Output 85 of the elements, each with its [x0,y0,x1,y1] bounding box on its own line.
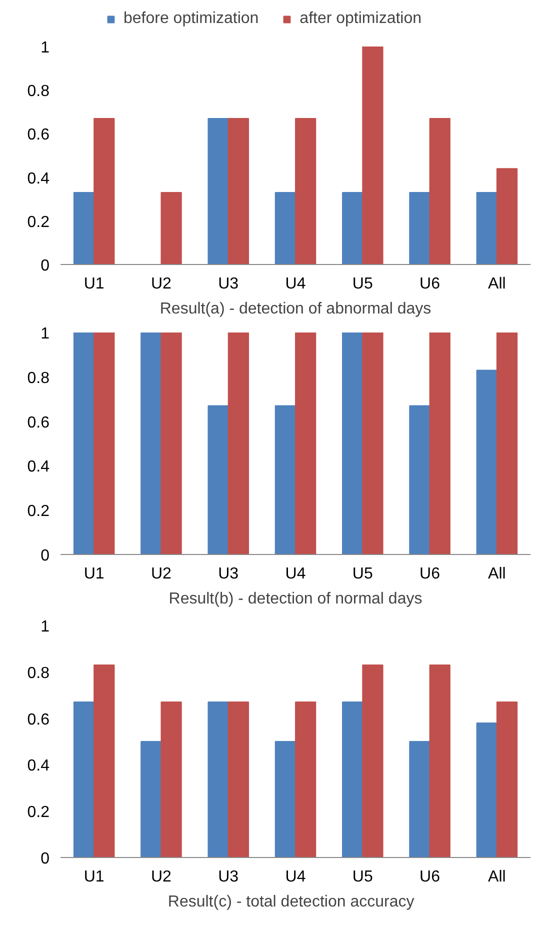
x-tick-label: U2 [150,868,172,886]
y-tick-label: 0.8 [27,664,50,682]
bar [429,118,450,264]
bar [476,370,498,554]
bar [140,741,162,858]
x-tick-label: U4 [285,868,306,886]
x-tick-label: U6 [420,566,440,582]
x-axis-title: Result(a) - detection of abnormal days [160,300,432,318]
x-tick-label: U6 [420,276,440,292]
y-tick-label: 0.6 [27,711,50,728]
bar [94,118,115,264]
x-axis-title: Result(b) - detection of normal days [168,590,422,608]
x-tick-label: U3 [218,566,239,582]
y-tick-label: 0 [40,548,50,564]
bar [496,332,518,554]
y-tick-label: 0.4 [27,170,50,188]
y-tick-label: 0.2 [27,804,50,822]
bar [274,192,296,264]
x-tick-label: U6 [420,868,440,886]
y-tick-label: 0.4 [27,758,50,775]
bar [208,118,229,264]
y-tick-label: 0.6 [27,414,50,432]
x-tick-label: U5 [352,868,373,886]
y-tick-label: 0.6 [27,126,50,144]
y-tick-label: 0.8 [27,83,50,100]
bar [160,332,182,554]
bar [274,741,296,858]
x-tick-label: U3 [218,276,239,292]
x-tick-label: U3 [218,868,239,886]
bar [362,332,384,554]
x-tick-label: U1 [84,868,104,886]
bar [73,702,95,858]
bar [228,702,249,858]
legend-label: after optimization [300,10,422,28]
bar [342,702,364,858]
bar [140,332,162,554]
y-tick-label: 0.4 [27,458,50,476]
y-tick-label: 1 [40,326,50,342]
bar [362,664,384,858]
bar [496,168,518,264]
bar [409,405,430,554]
bar [342,192,364,264]
bar [73,332,95,554]
y-tick-label: 1 [40,618,50,636]
x-tick-label: U1 [84,276,104,292]
bar [342,332,364,554]
bar [73,192,95,264]
bar [476,192,498,264]
y-tick-label: 0.8 [27,370,50,387]
x-tick-label: All [488,566,506,582]
y-tick-label: 0 [40,850,50,868]
legend-label: before optimization [123,10,259,28]
bar [94,664,115,858]
bar [208,702,229,858]
bar [496,702,518,858]
bar [295,702,316,858]
bar [228,332,249,554]
y-tick-label: 1 [40,40,50,56]
y-tick-label: 0.2 [27,214,50,231]
bar [160,192,182,264]
y-tick-label: 0 [40,258,50,274]
y-tick-label: 0.2 [27,503,50,520]
x-tick-label: U2 [150,276,172,292]
x-tick-label: All [488,868,506,886]
bar [295,118,316,264]
x-tick-label: U5 [352,566,373,582]
bar [409,192,430,264]
bar [429,664,450,858]
x-tick-label: U4 [285,276,306,292]
x-tick-label: U5 [352,276,373,292]
bar [208,405,229,554]
bar [295,332,316,554]
bar [94,332,115,554]
bar [274,405,296,554]
bar [409,741,430,858]
x-tick-label: U1 [84,566,104,582]
bar [362,46,384,264]
bar [429,332,450,554]
x-tick-label: All [488,276,506,292]
x-tick-label: U2 [150,566,172,582]
bar [476,722,498,858]
x-axis-title: Result(c) - total detection accuracy [168,894,414,910]
bar [160,702,182,858]
x-tick-label: U4 [285,566,306,582]
bar [228,118,249,264]
